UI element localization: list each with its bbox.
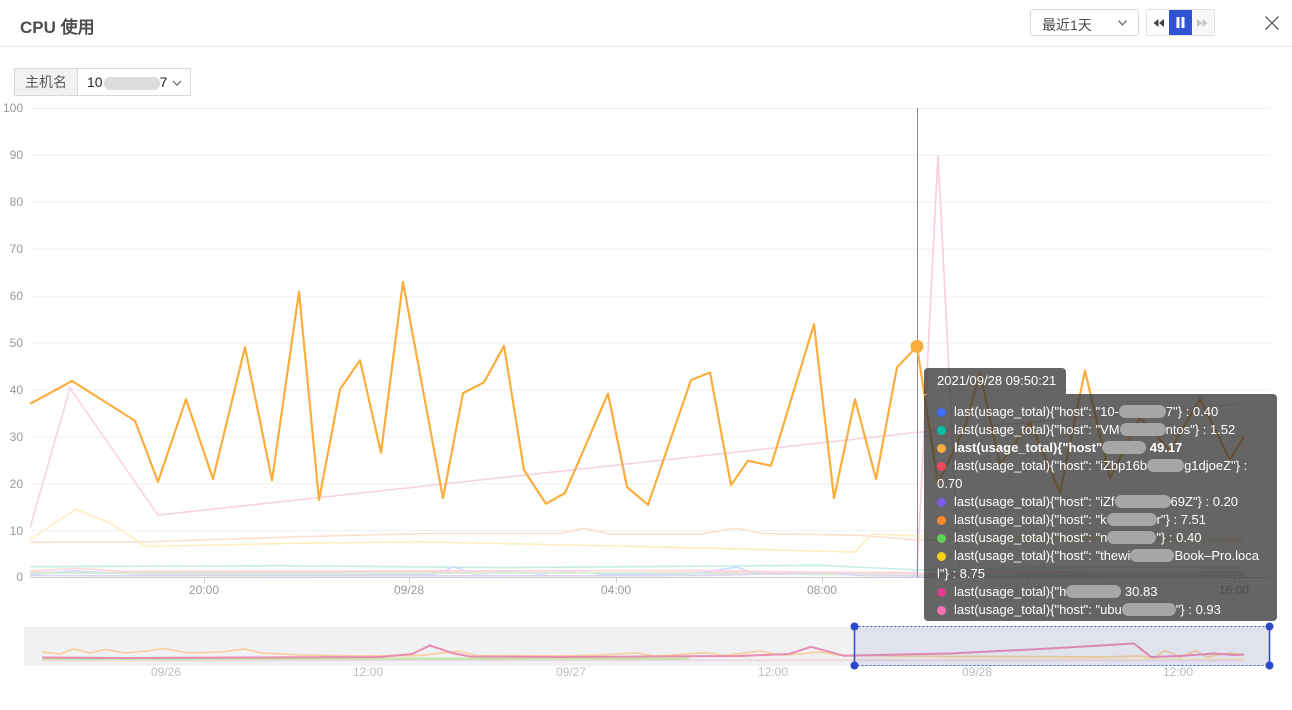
svg-text:08:00: 08:00: [807, 583, 837, 597]
svg-text:80: 80: [10, 195, 24, 209]
svg-text:90: 90: [10, 148, 24, 162]
svg-text:20: 20: [10, 477, 24, 491]
svg-text:09/27: 09/27: [556, 665, 586, 679]
svg-text:12:00: 12:00: [758, 665, 788, 679]
svg-text:50: 50: [10, 336, 24, 350]
svg-text:40: 40: [10, 383, 24, 397]
svg-text:12:00: 12:00: [353, 665, 383, 679]
svg-text:0: 0: [16, 570, 23, 584]
svg-text:20:00: 20:00: [189, 583, 219, 597]
svg-text:09/26: 09/26: [151, 665, 181, 679]
svg-text:70: 70: [10, 242, 24, 256]
svg-text:09/28: 09/28: [962, 665, 992, 679]
svg-text:100: 100: [3, 101, 23, 115]
svg-text:10: 10: [10, 524, 24, 538]
svg-text:12:00: 12:00: [1163, 665, 1193, 679]
svg-text:04:00: 04:00: [601, 583, 631, 597]
svg-text:60: 60: [10, 289, 24, 303]
svg-text:30: 30: [10, 430, 24, 444]
svg-text:09/28: 09/28: [394, 583, 424, 597]
